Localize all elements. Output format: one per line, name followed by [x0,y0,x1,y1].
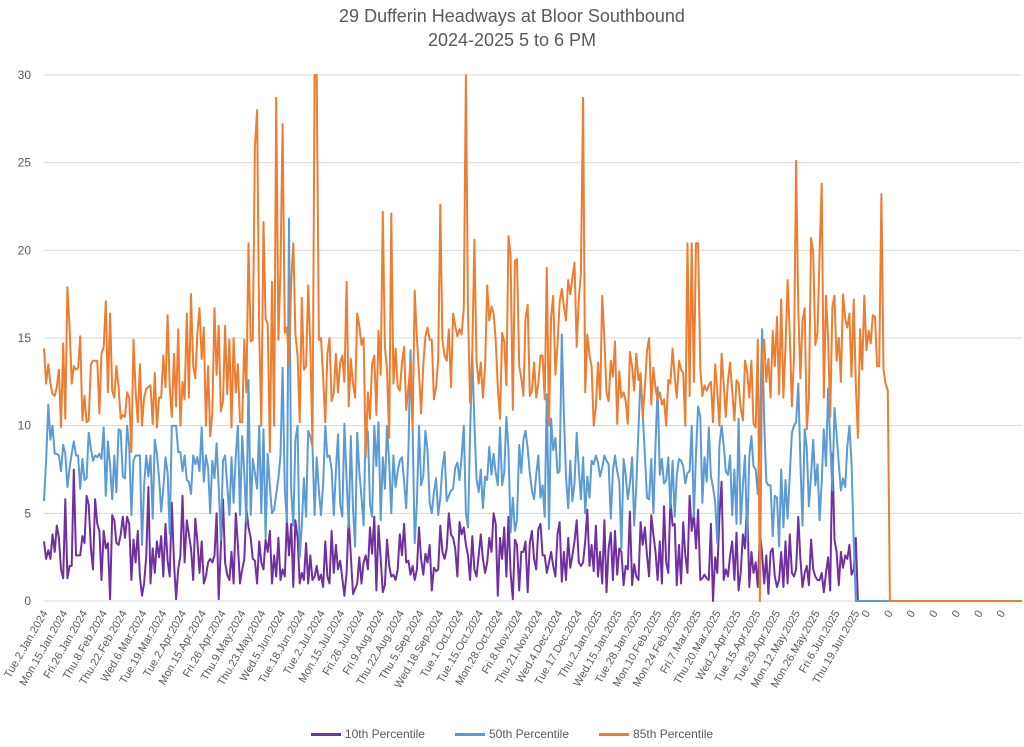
x-tick-label: 0 [927,609,940,620]
x-tick-label: 0 [860,609,873,620]
x-tick-label: 0 [882,609,895,620]
x-tick-label: 0 [950,609,963,620]
legend-item-10th[interactable]: 10th Percentile [310,727,425,741]
legend-item-85th[interactable]: 85th Percentile [599,727,713,741]
chart-title: 29 Dufferin Headways at Bloor Southbound [339,6,685,26]
y-tick-label: 25 [18,156,32,170]
legend-label-85th: 85th Percentile [633,727,714,741]
y-axis-ticks: 0 5 10 15 20 25 30 [18,68,32,608]
legend-label-10th: 10th Percentile [344,727,425,741]
series-lines [43,74,1022,602]
legend-label-50th: 50th Percentile [488,727,570,741]
y-tick-label: 0 [24,594,31,608]
y-tick-label: 30 [18,68,32,82]
legend-swatch-10th [310,732,341,736]
legend-swatch-85th [599,732,630,736]
series-line-50th-percentile [43,217,988,602]
series-line-85th-percentile [43,74,1022,602]
chart-subtitle: 2024-2025 5 to 6 PM [427,30,597,50]
x-tick-label: 0 [905,609,918,620]
y-tick-label: 15 [18,331,32,345]
x-tick-label: 0 [995,609,1008,620]
y-tick-label: 5 [24,506,31,520]
y-tick-label: 10 [18,419,32,433]
x-tick-label: 0 [972,609,985,620]
legend-item-50th[interactable]: 50th Percentile [454,727,570,741]
legend: 10th Percentile 50th Percentile 85th Per… [0,727,1024,741]
x-axis-ticks: Tue.2.Jan.2024Mon.15.Jan.2024Fri.26.Jan.… [2,609,1008,691]
legend-swatch-50th [454,732,485,736]
y-tick-label: 20 [18,243,32,257]
